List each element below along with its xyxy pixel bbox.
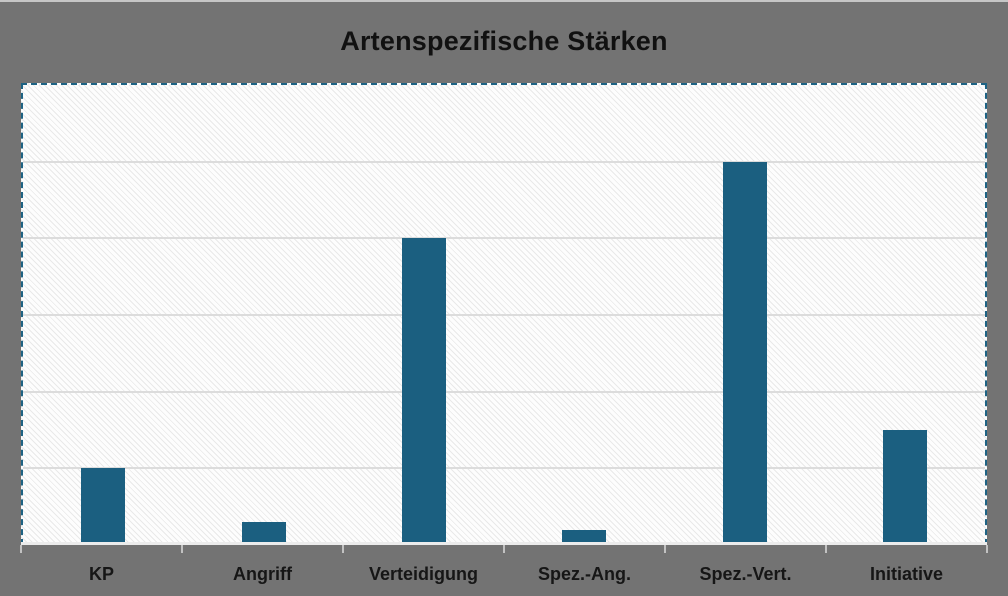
gridline [23,314,985,316]
x-axis-label-spez-vert[interactable]: Spez.-Vert. [699,564,792,584]
bar-angriff[interactable] [241,522,286,545]
x-axis-tick [503,545,505,553]
gridline [23,160,985,163]
bar-initiative[interactable] [882,430,927,545]
x-axis-tick [20,545,22,553]
gridline [23,467,985,470]
chart-title[interactable]: Artenspezifische Stärken [340,26,668,56]
gridline [23,390,985,393]
x-axis-ticks [20,545,988,554]
x-axis-label-spez-ang[interactable]: Spez.-Ang. [538,564,631,584]
gridline [23,237,985,240]
x-axis-line [21,542,987,545]
x-axis-label-verteidigung[interactable]: Verteidigung [368,564,478,584]
chart-plot-area[interactable] [20,83,988,553]
x-axis-label-angriff[interactable]: Angriff [233,564,292,584]
bar-spez-ang[interactable] [562,529,607,545]
bar-spez-vert[interactable] [722,161,767,545]
bar-verteidigung[interactable] [401,238,446,545]
x-axis-tick [341,545,344,553]
x-axis-labels: KP Angriff Verteidigung Spez.-Ang. Spez.-Ver… [21,560,987,588]
x-axis-tick [986,545,988,553]
x-axis-label-initiative[interactable]: Initiative [869,564,944,584]
x-axis-label-kp[interactable]: KP [88,564,114,584]
x-axis-tick [180,545,183,553]
x-axis-tick [663,545,666,553]
x-axis-tick [825,545,827,553]
bar-kp[interactable] [81,468,126,545]
